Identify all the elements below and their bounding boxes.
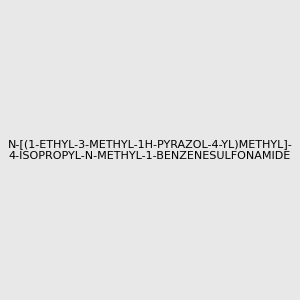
- Text: N-[(1-ETHYL-3-METHYL-1H-PYRAZOL-4-YL)METHYL]-
4-ISOPROPYL-N-METHYL-1-BENZENESULF: N-[(1-ETHYL-3-METHYL-1H-PYRAZOL-4-YL)MET…: [8, 139, 292, 161]
